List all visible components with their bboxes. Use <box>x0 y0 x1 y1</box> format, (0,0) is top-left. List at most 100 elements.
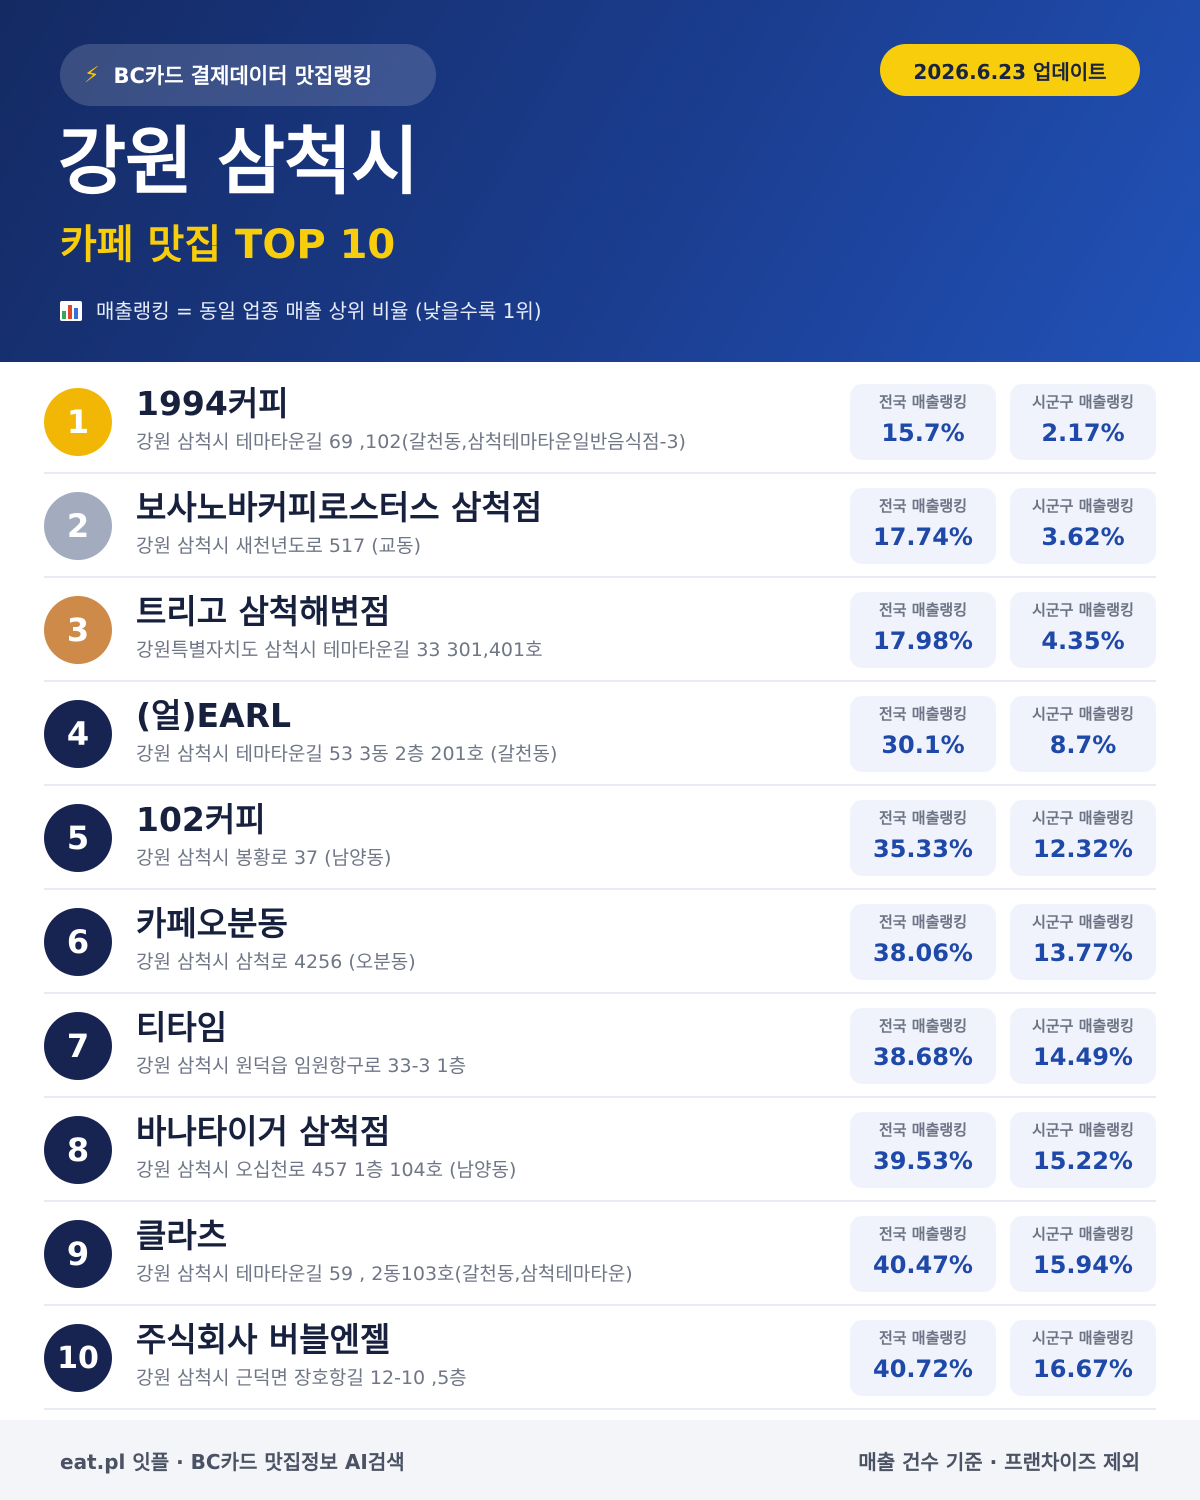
footer: eat.pl 잇플 · BC카드 맛집정보 AI검색 매출 건수 기준 · 프랜… <box>0 1420 1200 1500</box>
update-date-badge: 2026.6.23 업데이트 <box>880 44 1140 96</box>
store-address: 강원 삼척시 테마타운길 69 ,102(갈천동,삼척테마타운일반음식점-3) <box>136 431 686 453</box>
list-item[interactable]: 2 보사노바커피로스터스 삼척점 강원 삼척시 새천년도로 517 (교동) 전… <box>44 474 1156 578</box>
local-ranking-value: 14.49% <box>1033 1043 1133 1071</box>
store-name[interactable]: 트리고 삼척해변점 <box>136 592 391 631</box>
national-ranking-label: 전국 매출랭킹 <box>878 393 968 411</box>
national-ranking-value: 40.72% <box>873 1355 973 1383</box>
local-ranking-value: 13.77% <box>1033 939 1133 967</box>
list-item[interactable]: 5 102커피 강원 삼척시 봉황로 37 (남양동) 전국 매출랭킹 35.3… <box>44 786 1156 890</box>
national-ranking-card: 전국 매출랭킹 30.1% <box>850 696 996 772</box>
national-ranking-value: 40.47% <box>873 1251 973 1279</box>
page-subtitle: 카페 맛집 TOP 10 <box>60 222 396 268</box>
store-address: 강원 삼척시 테마타운길 59 , 2동103호(갈천동,삼척테마타운) <box>136 1263 633 1285</box>
local-ranking-card: 시군구 매출랭킹 8.7% <box>1010 696 1156 772</box>
store-name[interactable]: 바나타이거 삼척점 <box>136 1112 391 1151</box>
footer-criteria: 매출 건수 기준 · 프랜차이즈 제외 <box>858 1449 1140 1474</box>
local-ranking-card: 시군구 매출랭킹 12.32% <box>1010 800 1156 876</box>
national-ranking-value: 35.33% <box>873 835 973 863</box>
local-ranking-label: 시군구 매출랭킹 <box>1032 601 1134 619</box>
store-name[interactable]: 보사노바커피로스터스 삼척점 <box>136 488 543 527</box>
store-name[interactable]: 1994커피 <box>136 384 289 423</box>
lightning-icon: ⚡ <box>84 62 100 88</box>
local-ranking-value: 12.32% <box>1033 835 1133 863</box>
store-address: 강원 삼척시 봉황로 37 (남양동) <box>136 847 392 869</box>
store-name[interactable]: 주식회사 버블엔젤 <box>136 1320 391 1359</box>
store-address: 강원 삼척시 근덕면 장호항길 12-10 ,5층 <box>136 1367 467 1389</box>
rank-badge: 6 <box>44 908 112 976</box>
local-ranking-value: 16.67% <box>1033 1355 1133 1383</box>
list-item[interactable]: 3 트리고 삼척해변점 강원특별자치도 삼척시 테마타운길 33 301,401… <box>44 578 1156 682</box>
rank-badge: 7 <box>44 1012 112 1080</box>
rank-badge: 8 <box>44 1116 112 1184</box>
local-ranking-label: 시군구 매출랭킹 <box>1032 1017 1134 1035</box>
rank-badge: 4 <box>44 700 112 768</box>
national-ranking-value: 39.53% <box>873 1147 973 1175</box>
store-address: 강원특별자치도 삼척시 테마타운길 33 301,401호 <box>136 639 543 661</box>
page-title: 강원 삼척시 <box>58 119 419 205</box>
store-address: 강원 삼척시 테마타운길 53 3동 2층 201호 (갈천동) <box>136 743 558 765</box>
rank-badge: 9 <box>44 1220 112 1288</box>
local-ranking-card: 시군구 매출랭킹 16.67% <box>1010 1320 1156 1396</box>
national-ranking-value: 38.68% <box>873 1043 973 1071</box>
source-badge: ⚡ BC카드 결제데이터 맛집랭킹 <box>60 44 436 106</box>
national-ranking-label: 전국 매출랭킹 <box>878 1329 968 1347</box>
local-ranking-value: 3.62% <box>1041 523 1125 551</box>
list-item[interactable]: 8 바나타이거 삼척점 강원 삼척시 오십천로 457 1층 104호 (남양동… <box>44 1098 1156 1202</box>
local-ranking-value: 4.35% <box>1041 627 1125 655</box>
store-address: 강원 삼척시 삼척로 4256 (오분동) <box>136 951 416 973</box>
rank-badge: 3 <box>44 596 112 664</box>
national-ranking-card: 전국 매출랭킹 35.33% <box>850 800 996 876</box>
national-ranking-label: 전국 매출랭킹 <box>878 497 968 515</box>
local-ranking-value: 8.7% <box>1049 731 1117 759</box>
local-ranking-label: 시군구 매출랭킹 <box>1032 1121 1134 1139</box>
national-ranking-card: 전국 매출랭킹 15.7% <box>850 384 996 460</box>
local-ranking-card: 시군구 매출랭킹 4.35% <box>1010 592 1156 668</box>
store-name[interactable]: 클라츠 <box>136 1216 228 1255</box>
store-name[interactable]: (얼)EARL <box>136 696 292 735</box>
store-name[interactable]: 티타임 <box>136 1008 228 1047</box>
national-ranking-card: 전국 매출랭킹 38.06% <box>850 904 996 980</box>
local-ranking-card: 시군구 매출랭킹 13.77% <box>1010 904 1156 980</box>
national-ranking-card: 전국 매출랭킹 40.47% <box>850 1216 996 1292</box>
ranking-note: 매출랭킹 = 동일 업종 매출 상위 비율 (낮을수록 1위) <box>60 296 542 326</box>
local-ranking-label: 시군구 매출랭킹 <box>1032 1225 1134 1243</box>
local-ranking-card: 시군구 매출랭킹 15.22% <box>1010 1112 1156 1188</box>
national-ranking-card: 전국 매출랭킹 39.53% <box>850 1112 996 1188</box>
national-ranking-card: 전국 매출랭킹 17.98% <box>850 592 996 668</box>
national-ranking-label: 전국 매출랭킹 <box>878 1017 968 1035</box>
source-label: BC카드 결제데이터 맛집랭킹 <box>113 64 373 88</box>
national-ranking-label: 전국 매출랭킹 <box>878 705 968 723</box>
local-ranking-value: 15.22% <box>1033 1147 1133 1175</box>
list-item[interactable]: 4 (얼)EARL 강원 삼척시 테마타운길 53 3동 2층 201호 (갈천… <box>44 682 1156 786</box>
national-ranking-label: 전국 매출랭킹 <box>878 601 968 619</box>
local-ranking-card: 시군구 매출랭킹 15.94% <box>1010 1216 1156 1292</box>
local-ranking-label: 시군구 매출랭킹 <box>1032 705 1134 723</box>
store-name[interactable]: 카페오분동 <box>136 904 288 943</box>
footer-source: eat.pl 잇플 · BC카드 맛집정보 AI검색 <box>60 1449 405 1474</box>
national-ranking-value: 17.74% <box>873 523 973 551</box>
national-ranking-label: 전국 매출랭킹 <box>878 809 968 827</box>
local-ranking-value: 15.94% <box>1033 1251 1133 1279</box>
local-ranking-label: 시군구 매출랭킹 <box>1032 393 1134 411</box>
national-ranking-card: 전국 매출랭킹 40.72% <box>850 1320 996 1396</box>
list-item[interactable]: 7 티타임 강원 삼척시 원덕읍 임원항구로 33-3 1층 전국 매출랭킹 3… <box>44 994 1156 1098</box>
store-address: 강원 삼척시 새천년도로 517 (교동) <box>136 535 422 557</box>
ranking-list: 1 1994커피 강원 삼척시 테마타운길 69 ,102(갈천동,삼척테마타운… <box>44 370 1156 1410</box>
rank-badge: 1 <box>44 388 112 456</box>
store-address: 강원 삼척시 오십천로 457 1층 104호 (남양동) <box>136 1159 517 1181</box>
list-item[interactable]: 9 클라츠 강원 삼척시 테마타운길 59 , 2동103호(갈천동,삼척테마타… <box>44 1202 1156 1306</box>
local-ranking-card: 시군구 매출랭킹 14.49% <box>1010 1008 1156 1084</box>
list-item[interactable]: 1 1994커피 강원 삼척시 테마타운길 69 ,102(갈천동,삼척테마타운… <box>44 370 1156 474</box>
national-ranking-label: 전국 매출랭킹 <box>878 1225 968 1243</box>
national-ranking-value: 30.1% <box>881 731 965 759</box>
list-item[interactable]: 6 카페오분동 강원 삼척시 삼척로 4256 (오분동) 전국 매출랭킹 38… <box>44 890 1156 994</box>
national-ranking-value: 15.7% <box>881 419 965 447</box>
rank-badge: 2 <box>44 492 112 560</box>
national-ranking-value: 38.06% <box>873 939 973 967</box>
store-address: 강원 삼척시 원덕읍 임원항구로 33-3 1층 <box>136 1055 467 1077</box>
local-ranking-card: 시군구 매출랭킹 2.17% <box>1010 384 1156 460</box>
store-name[interactable]: 102커피 <box>136 800 266 839</box>
national-ranking-value: 17.98% <box>873 627 973 655</box>
national-ranking-label: 전국 매출랭킹 <box>878 1121 968 1139</box>
list-item[interactable]: 10 주식회사 버블엔젤 강원 삼척시 근덕면 장호항길 12-10 ,5층 전… <box>44 1306 1156 1410</box>
